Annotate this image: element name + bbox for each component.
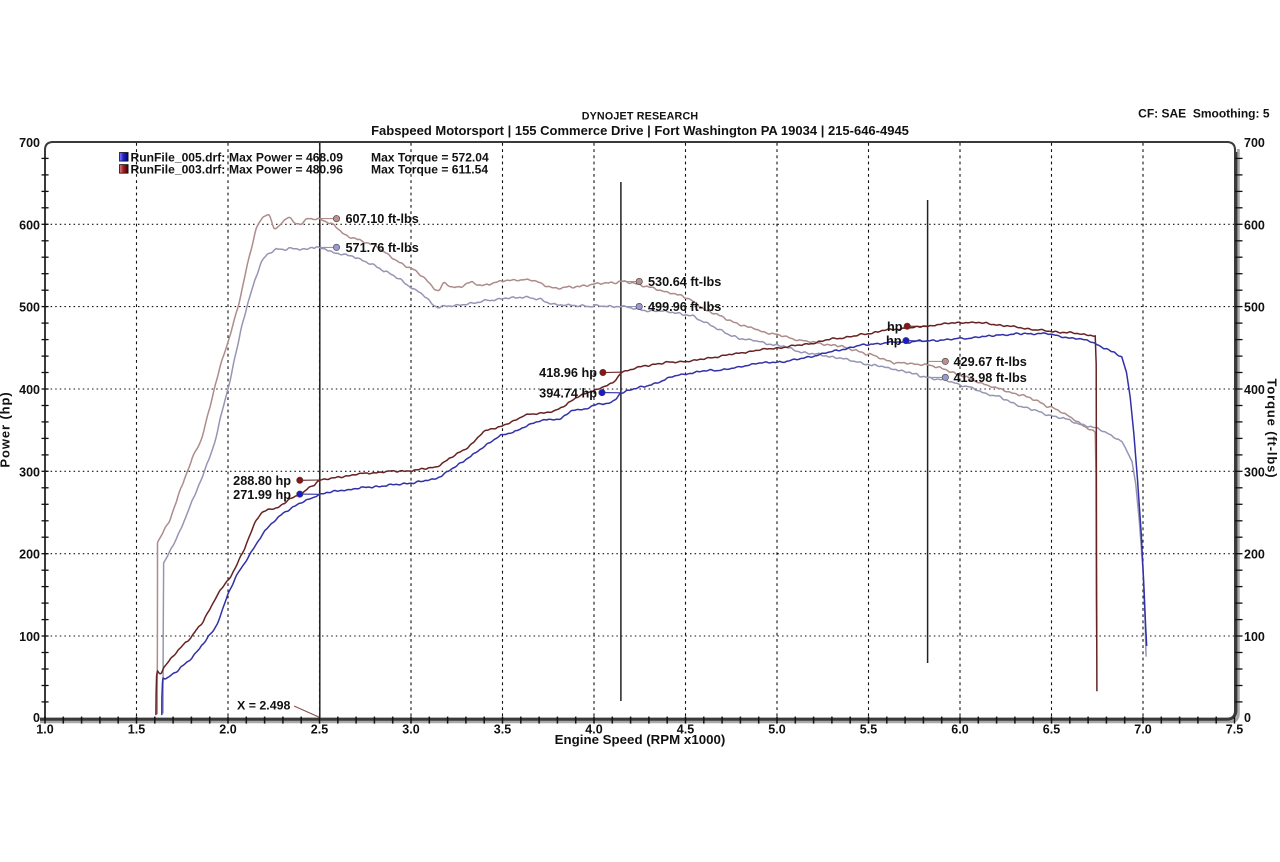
- svg-text:700: 700: [1244, 136, 1265, 150]
- svg-text:7.0: 7.0: [1134, 723, 1151, 737]
- svg-text:5.0: 5.0: [768, 723, 785, 737]
- svg-text:413.98 ft-lbs: 413.98 ft-lbs: [954, 371, 1027, 385]
- svg-text:500: 500: [1244, 301, 1265, 315]
- svg-text:0: 0: [1244, 711, 1251, 725]
- svg-text:400: 400: [1244, 383, 1265, 397]
- svg-text:200: 200: [19, 548, 40, 562]
- svg-text:Torque (ft-lbs): Torque (ft-lbs): [1265, 379, 1280, 479]
- svg-text:Engine Speed (RPM x1000): Engine Speed (RPM x1000): [555, 732, 726, 747]
- svg-text:6.5: 6.5: [1043, 723, 1060, 737]
- svg-text:600: 600: [1244, 218, 1265, 232]
- svg-text:1.0: 1.0: [36, 723, 53, 737]
- svg-text:200: 200: [1244, 548, 1265, 562]
- svg-text:hp: hp: [886, 334, 902, 348]
- svg-text:300: 300: [1244, 465, 1265, 479]
- svg-text:571.76 ft-lbs: 571.76 ft-lbs: [346, 241, 419, 255]
- svg-text:DYNOJET RESEARCH: DYNOJET RESEARCH: [582, 111, 699, 123]
- svg-text:5.5: 5.5: [860, 723, 877, 737]
- svg-text:394.74 hp: 394.74 hp: [539, 386, 597, 400]
- svg-text:499.96 ft-lbs: 499.96 ft-lbs: [648, 300, 721, 314]
- svg-text:2.5: 2.5: [311, 723, 328, 737]
- svg-text:2.0: 2.0: [219, 723, 236, 737]
- svg-text:500: 500: [19, 301, 40, 315]
- svg-text:700: 700: [19, 136, 40, 150]
- svg-text:CF: SAE Smoothing: 5: CF: SAE Smoothing: 5: [1138, 107, 1270, 121]
- svg-text:607.10 ft-lbs: 607.10 ft-lbs: [346, 212, 419, 226]
- svg-text:300: 300: [19, 465, 40, 479]
- svg-text:7.5: 7.5: [1226, 723, 1243, 737]
- svg-text:100: 100: [19, 630, 40, 644]
- svg-text:3.0: 3.0: [402, 723, 419, 737]
- svg-text:Power (hp): Power (hp): [0, 391, 13, 467]
- svg-text:X = 2.498: X = 2.498: [237, 699, 291, 713]
- svg-text:600: 600: [19, 218, 40, 232]
- svg-text:Fabspeed Motorsport | 155 Comm: Fabspeed Motorsport | 155 Commerce Drive…: [371, 123, 909, 138]
- svg-text:6.0: 6.0: [951, 723, 968, 737]
- svg-text:530.64 ft-lbs: 530.64 ft-lbs: [648, 275, 721, 289]
- svg-text:1.5: 1.5: [128, 723, 145, 737]
- svg-text:100: 100: [1244, 630, 1265, 644]
- svg-text:418.96 hp: 418.96 hp: [539, 366, 597, 380]
- svg-text:hp: hp: [887, 320, 903, 334]
- svg-text:400: 400: [19, 383, 40, 397]
- svg-text:288.80 hp: 288.80 hp: [233, 474, 291, 488]
- svg-text:429.67 ft-lbs: 429.67 ft-lbs: [954, 355, 1027, 369]
- svg-text:271.99 hp: 271.99 hp: [233, 488, 291, 502]
- svg-text:3.5: 3.5: [494, 723, 511, 737]
